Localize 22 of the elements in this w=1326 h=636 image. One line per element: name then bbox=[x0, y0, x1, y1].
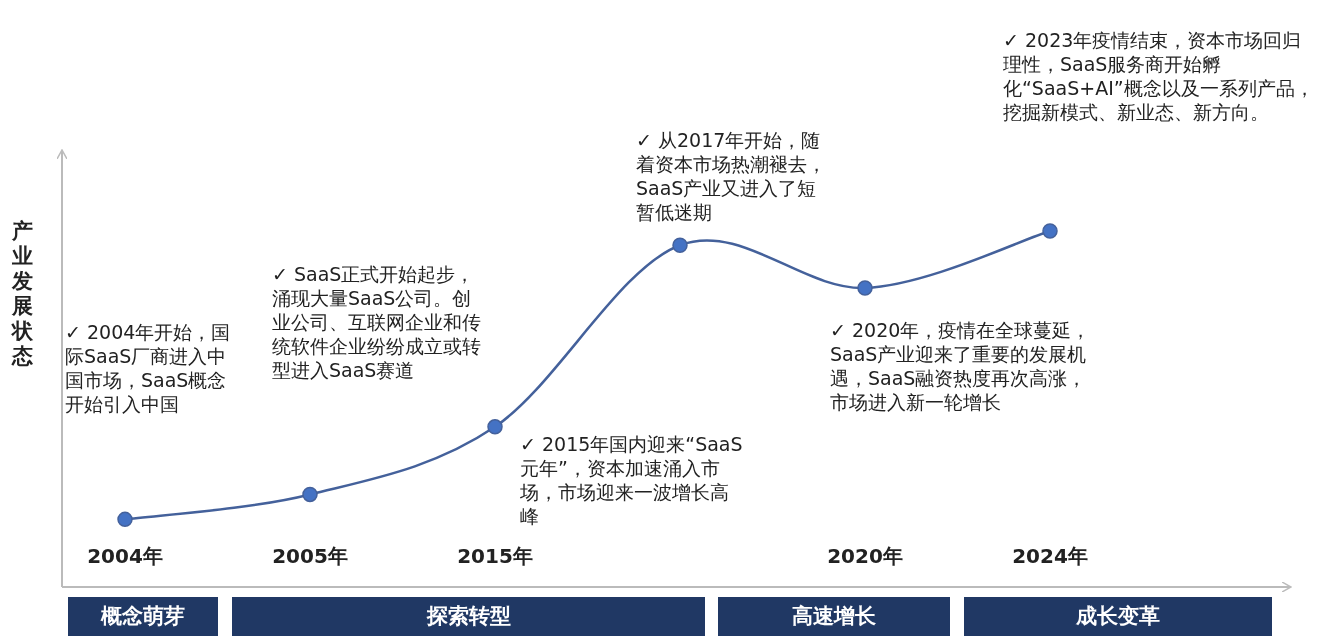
point bbox=[487, 419, 503, 435]
text: 高速增长 bbox=[718, 597, 950, 636]
text: 探索转型 bbox=[232, 597, 705, 636]
y-axis-title: 产业发展状态 bbox=[9, 218, 34, 368]
annotation: ✓ 2020年，疫情在全球蔓延，SaaS产业迎来了重要的发展机遇，SaaS融资热度再次高涨，市场进入新一轮增长 bbox=[830, 318, 1092, 414]
text: ✓ 从2017年开始，随着资本市场热潮褪去，SaaS产业又进入了短暂低迷期 bbox=[636, 128, 827, 224]
x-tick-label: 2005年 bbox=[272, 544, 348, 568]
x-tick-label: 2024年 bbox=[1012, 544, 1088, 568]
x-tick-label: 2004年 bbox=[87, 544, 163, 568]
annotation: ✓ SaaS正式开始起步，涌现大量SaaS公司。创业公司、互联网企业和传统软件企业纷纷成立或转型进入SaaS赛道 bbox=[272, 262, 482, 382]
point bbox=[857, 280, 873, 296]
point bbox=[302, 486, 318, 503]
point bbox=[1042, 223, 1058, 239]
x-tick-label: 2020年 bbox=[827, 544, 903, 568]
text: ✓ 2023年疫情结束，资本市场回归理性，SaaS服务商开始孵化“SaaS+AI”概念以及一系列产品，挖掘新模式、新业态、新方向。 bbox=[1003, 28, 1315, 124]
x-tick-label: 2015年 bbox=[457, 544, 533, 568]
text: 成长变革 bbox=[964, 597, 1272, 636]
annotation: ✓ 2004年开始，国际SaaS厂商进入中国市场，SaaS概念开始引入中国 bbox=[65, 320, 232, 416]
annotation: ✓ 2015年国内迎来“SaaS元年”，资本加速涌入市场，市场迎来一波增长高峰 bbox=[520, 432, 744, 528]
point bbox=[672, 237, 688, 253]
text: 概念萌芽 bbox=[68, 597, 218, 636]
point bbox=[117, 511, 133, 528]
